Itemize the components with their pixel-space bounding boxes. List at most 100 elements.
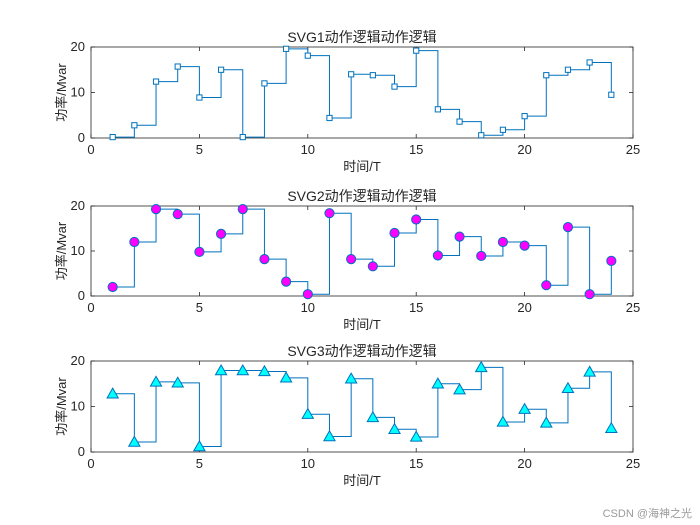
data-point [301,407,315,419]
data-point [453,383,467,395]
data-point [217,66,225,73]
data-point [586,59,593,66]
data-point [236,363,250,376]
data-point [239,133,246,141]
x-tick-label: 15 [409,456,423,471]
x-tick-label: 0 [87,456,94,471]
data-point [432,250,443,261]
data-point [150,204,162,215]
data-point [454,231,465,242]
data-point [109,133,116,141]
y-axis-label: 功率/Mvar [54,63,69,122]
data-point [434,106,441,113]
data-point [564,66,572,73]
data-point [478,132,485,139]
x-axis-label: 时间/T [343,317,381,332]
data-point [584,289,595,300]
x-tick-label: 0 [87,300,94,315]
data-point [456,118,463,125]
data-point [302,289,313,300]
data-point [259,254,270,265]
data-point [519,240,530,251]
data-point [283,45,290,52]
data-point [496,415,510,427]
data-point [431,377,445,389]
y-tick-label: 20 [71,353,85,368]
x-tick-label: 10 [301,300,315,315]
y-tick-label: 10 [71,85,85,100]
data-point [214,363,228,376]
data-point [521,113,528,120]
x-tick-label: 15 [409,142,423,157]
data-point [413,47,420,54]
data-point [518,402,532,414]
x-tick-label: 20 [517,142,531,157]
x-tick-label: 25 [626,456,640,471]
y-tick-label: 0 [78,288,85,303]
data-point [367,261,378,272]
data-point [171,376,185,388]
axes-box [90,205,634,297]
x-tick-label: 5 [196,456,203,471]
data-point [257,364,271,377]
x-tick-label: 10 [301,456,315,471]
data-point [324,208,335,219]
data-point [326,114,333,122]
y-tick-label: 0 [78,444,85,459]
x-tick-label: 5 [196,300,203,315]
data-point [561,381,575,393]
x-tick-label: 10 [301,142,315,157]
y-axis-label: 功率/Mvar [54,377,69,436]
data-point [129,236,140,248]
x-tick-label: 25 [626,300,640,315]
data-point [131,122,138,129]
x-axis-label: 时间/T [343,473,381,488]
data-point [194,246,205,257]
x-tick-label: 15 [409,300,423,315]
data-point [606,255,617,266]
x-axis-label: 时间/T [343,159,381,174]
y-tick-label: 10 [71,243,85,258]
data-point [323,429,336,442]
data-point [411,214,422,225]
data-point [152,78,160,85]
data-point [106,387,120,399]
data-point [127,435,141,447]
data-point [149,375,163,387]
watermark: CSDN @海神之光 [602,508,692,520]
data-point [543,72,550,79]
data-point [476,250,487,262]
x-tick-label: 25 [626,142,640,157]
data-point [281,276,292,287]
data-point [366,410,380,423]
y-tick-label: 20 [71,198,85,213]
chart-title: SVG2动作逻辑动作逻辑 [287,188,436,204]
data-point [215,228,227,239]
x-tick-label: 20 [517,300,531,315]
x-tick-label: 0 [87,142,94,157]
y-axis-label: 功率/Mvar [54,221,69,280]
data-point [388,422,401,434]
chart-title: SVG1动作逻辑动作逻辑 [287,29,436,45]
y-tick-label: 10 [71,399,85,414]
data-point [369,72,376,79]
axes-box [90,46,634,139]
data-point [196,94,203,101]
data-point [409,430,423,442]
data-point [261,80,268,87]
chart-title: SVG3动作逻辑动作逻辑 [287,343,436,359]
data-point [541,280,552,291]
data-point [539,416,553,428]
y-tick-label: 20 [71,39,85,54]
data-point [279,371,293,383]
data-point [346,254,357,265]
data-point [608,91,615,98]
data-point [562,222,574,233]
series-line [112,366,612,448]
data-point [172,209,183,220]
data-point [174,63,181,70]
